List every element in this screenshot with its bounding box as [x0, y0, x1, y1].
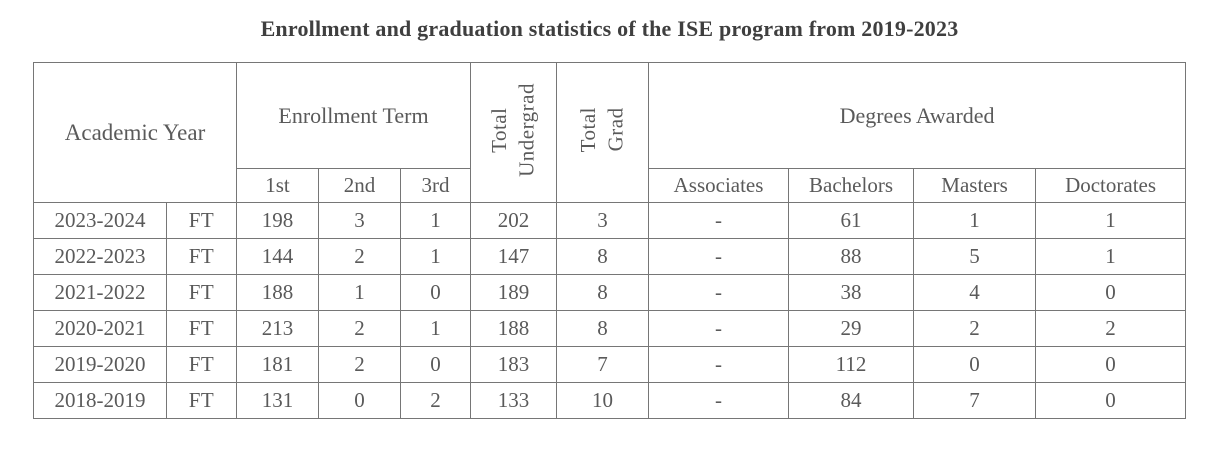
header-row-groups: Academic Year Enrollment Term Total Unde…: [32, 62, 1187, 203]
term-1st-cell: 181: [236, 346, 320, 383]
masters-cell: 4: [913, 274, 1037, 311]
bachelors-cell: 38: [788, 274, 915, 311]
doctorates-cell: 0: [1035, 382, 1187, 419]
term-1st-cell: 213: [236, 310, 320, 347]
doctorates-cell: 1: [1035, 202, 1187, 239]
table-caption: Enrollment and graduation statistics of …: [260, 16, 959, 41]
term-1st-cell: 131: [236, 382, 320, 419]
associates-cell: -: [648, 202, 790, 239]
table-row: 2021-2022 FT 188 1 0 189 8-38 4 0: [33, 274, 1187, 311]
associates-header: Associates: [648, 168, 790, 203]
academic-year-cell: 2019-2020: [33, 346, 167, 383]
bachelors-cell: 29: [788, 310, 915, 347]
term-1st-cell: 198: [236, 202, 320, 239]
associates-cell: -: [648, 310, 790, 347]
masters-header: Masters: [913, 168, 1037, 203]
total-grad-cell: 8: [556, 310, 650, 347]
total-grad-cell: 7: [556, 346, 650, 383]
term-3rd-cell: 1: [400, 202, 472, 239]
term-3rd-cell: 1: [400, 310, 472, 347]
term-3rd-header: 3rd: [400, 168, 472, 203]
associates-cell: -: [648, 346, 790, 383]
associates-cell: -: [648, 274, 790, 311]
enrollment-status-cell: FT: [165, 274, 238, 311]
enrollment-statistics-table: Academic Year Enrollment Term Total Unde…: [32, 62, 1187, 419]
term-2nd-cell: 0: [318, 382, 402, 419]
academic-year-cell: 2021-2022: [33, 274, 167, 311]
total-undergrad-cell: 147: [470, 238, 558, 275]
table-row: 2018-2019 FT 131 0 2 133 10-84 7 0: [33, 382, 1187, 419]
bachelors-cell: 112: [788, 346, 915, 383]
doctorates-cell: 2: [1035, 310, 1187, 347]
table-row: 2023-2024 FT 198 3 1 202 3-61 1 1: [33, 202, 1187, 239]
term-3rd-cell: 0: [400, 274, 472, 311]
academic-year-cell: 2018-2019: [33, 382, 167, 419]
academic-year-cell: 2022-2023: [33, 238, 167, 275]
degrees-awarded-header: Degrees Awarded: [648, 62, 1187, 169]
enrollment-status-cell: FT: [165, 238, 238, 275]
doctorates-cell: 0: [1035, 274, 1187, 311]
table-row: 2019-2020 FT 181 2 0 183 7-112 0 0: [33, 346, 1187, 383]
total-grad-cell: 8: [556, 274, 650, 311]
total-grad-header: Total Grad: [556, 62, 650, 203]
total-undergrad-cell: 183: [470, 346, 558, 383]
term-2nd-cell: 2: [318, 310, 402, 347]
masters-cell: 2: [913, 310, 1037, 347]
enrollment-status-cell: FT: [165, 202, 238, 239]
total-grad-cell: 8: [556, 238, 650, 275]
table-row: 2022-2023 FT 144 2 1 147 8-88 5 1: [33, 238, 1187, 275]
doctorates-cell: 0: [1035, 346, 1187, 383]
total-undergrad-label: Total Undergrad: [487, 83, 539, 177]
enrollment-status-cell: FT: [165, 310, 238, 347]
total-undergrad-header: Total Undergrad: [470, 62, 558, 203]
total-undergrad-cell: 133: [470, 382, 558, 419]
term-1st-cell: 188: [236, 274, 320, 311]
academic-year-cell: 2023-2024: [33, 202, 167, 239]
associates-cell: -: [648, 238, 790, 275]
masters-cell: 1: [913, 202, 1037, 239]
term-2nd-cell: 2: [318, 346, 402, 383]
masters-cell: 0: [913, 346, 1037, 383]
academic-year-header: Academic Year: [32, 62, 238, 203]
term-2nd-cell: 2: [318, 238, 402, 275]
enrollment-status-cell: FT: [165, 346, 238, 383]
bachelors-cell: 88: [788, 238, 915, 275]
table-body: 2023-2024 FT 198 3 1 202 3-61 1 1 2022-2023 FT 144 2…: [33, 202, 1187, 419]
bachelors-cell: 84: [788, 382, 915, 419]
bachelors-header: Bachelors: [788, 168, 915, 203]
term-2nd-cell: 1: [318, 274, 402, 311]
term-2nd-cell: 3: [318, 202, 402, 239]
total-undergrad-cell: 188: [470, 310, 558, 347]
enrollment-term-header: Enrollment Term: [236, 62, 472, 169]
doctorates-cell: 1: [1035, 238, 1187, 275]
total-undergrad-cell: 202: [470, 202, 558, 239]
term-3rd-cell: 2: [400, 382, 472, 419]
total-undergrad-cell: 189: [470, 274, 558, 311]
total-grad-cell: 3: [556, 202, 650, 239]
table-row: 2020-2021 FT 213 2 1 188 8-29 2 2: [33, 310, 1187, 347]
masters-cell: 7: [913, 382, 1037, 419]
total-grad-cell: 10: [556, 382, 650, 419]
academic-year-cell: 2020-2021: [33, 310, 167, 347]
term-1st-cell: 144: [236, 238, 320, 275]
total-grad-label: Total Grad: [576, 107, 628, 153]
enrollment-status-cell: FT: [165, 382, 238, 419]
term-3rd-cell: 1: [400, 238, 472, 275]
term-1st-header: 1st: [236, 168, 320, 203]
doctorates-header: Doctorates: [1035, 168, 1187, 203]
term-3rd-cell: 0: [400, 346, 472, 383]
bachelors-cell: 61: [788, 202, 915, 239]
masters-cell: 5: [913, 238, 1037, 275]
associates-cell: -: [648, 382, 790, 419]
term-2nd-header: 2nd: [318, 168, 402, 203]
